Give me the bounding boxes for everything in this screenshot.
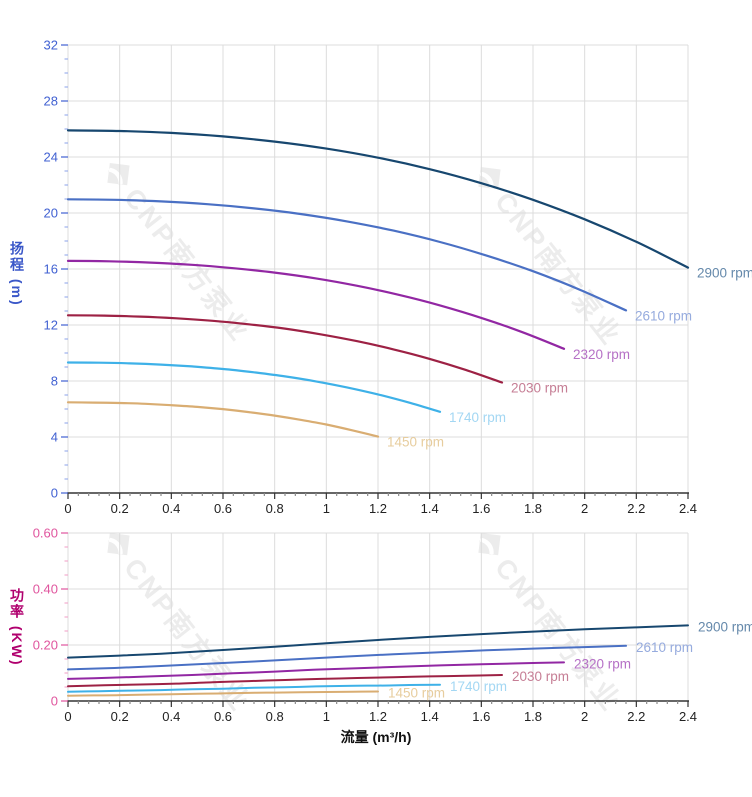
curve-2900-rpm <box>66 129 690 269</box>
power-x-tick-label: 2.2 <box>627 709 645 724</box>
curve-label-1450-rpm: 1450 rpm <box>388 685 445 700</box>
power-y-tick-label: 0.20 <box>33 638 58 653</box>
head-chart: 0 0.2 0.4 0.6 0.8 1 1.2 1.4 1.6 1.8 2 2.2 2.4 0 4 8 12 16… <box>44 38 752 517</box>
power-y-tick-label: 0 <box>51 694 58 709</box>
flow-axis-title: 流量 (m³/h) <box>0 727 752 747</box>
power-x-tick-label: 1.4 <box>421 709 439 724</box>
head-gridlines <box>67 44 689 493</box>
head-y-tick-label: 4 <box>51 430 58 445</box>
power-x-ticks: 0 0.2 0.4 0.6 0.8 1 1.2 1.4 1.6 1.8 2 2.2 2.4 <box>64 701 697 724</box>
curve-label-2030-rpm: 2030 rpm <box>511 381 568 396</box>
head-x-tick-label: 1.2 <box>369 501 387 516</box>
head-x-tick-label: 1 <box>323 501 330 516</box>
head-x-ticks: 0 0.2 0.4 0.6 0.8 1 1.2 1.4 1.6 1.8 2 2.2 2.4 <box>64 493 697 516</box>
curve-2900-rpm <box>67 624 689 659</box>
head-axis-title: 扬程 (m) <box>9 241 25 307</box>
power-y-tick-label: 0.60 <box>33 526 58 541</box>
power-x-tick-label: 0 <box>64 709 71 724</box>
curve-2610-rpm <box>67 644 627 671</box>
head-x-tick-label: 0.2 <box>111 501 129 516</box>
curve-1450-rpm <box>66 401 380 438</box>
curve-label-2320-rpm: 2320 rpm <box>573 347 630 362</box>
head-x-tick-label: 0.4 <box>162 501 180 516</box>
head-x-tick-label: 0 <box>64 501 71 516</box>
head-x-tick-label: 2.4 <box>679 501 697 516</box>
curve-1740-rpm <box>67 683 441 693</box>
head-y-tick-label: 0 <box>51 486 58 501</box>
curve-label-1740-rpm: 1740 rpm <box>450 679 507 694</box>
curve-label-2610-rpm: 2610 rpm <box>636 640 693 655</box>
head-y-tick-label: 24 <box>44 150 58 165</box>
power-x-tick-label: 0.2 <box>111 709 129 724</box>
head-x-tick-label: 2.2 <box>627 501 645 516</box>
power-x-tick-label: 2 <box>581 709 588 724</box>
power-x-tick-label: 1.2 <box>369 709 387 724</box>
curve-2030-rpm <box>67 674 503 688</box>
curve-label-2030-rpm: 2030 rpm <box>512 669 569 684</box>
curve-label-1740-rpm: 1740 rpm <box>449 410 506 425</box>
head-y-tick-label: 28 <box>44 94 58 109</box>
curve-label-2900-rpm: 2900 rpm <box>698 619 752 634</box>
head-x-tick-label: 2 <box>581 501 588 516</box>
head-x-tick-label: 0.8 <box>266 501 284 516</box>
curve-1450-rpm <box>67 690 379 697</box>
curve-1740-rpm <box>66 361 442 413</box>
head-axis-title-text: 扬程 (m) <box>9 241 25 307</box>
head-y-ticks: 0 4 8 12 16 20 24 28 32 <box>44 38 68 501</box>
power-axis-title-text: 功率 (KW) <box>9 588 25 667</box>
head-x-tick-label: 1.4 <box>421 501 439 516</box>
power-chart: 0 0.2 0.4 0.6 0.8 1 1.2 1.4 1.6 1.8 2 2.2 2.4 0 0.20 0.… <box>33 526 752 725</box>
flow-axis-title-text: 流量 (m³/h) <box>340 729 412 745</box>
curve-label-2610-rpm: 2610 rpm <box>635 308 692 323</box>
head-y-tick-label: 32 <box>44 38 58 53</box>
curve-label-2900-rpm: 2900 rpm <box>697 266 752 281</box>
power-x-tick-label: 0.8 <box>266 709 284 724</box>
power-x-tick-label: 0.6 <box>214 709 232 724</box>
power-x-tick-label: 0.4 <box>162 709 180 724</box>
curve-2030-rpm <box>66 314 504 384</box>
curve-label-1450-rpm: 1450 rpm <box>387 435 444 450</box>
curve-2610-rpm <box>66 198 628 312</box>
head-x-tick-label: 1.6 <box>472 501 490 516</box>
power-y-ticks: 0 0.20 0.40 0.60 <box>33 526 68 709</box>
curve-2320-rpm <box>67 661 565 680</box>
head-y-tick-label: 20 <box>44 206 58 221</box>
head-y-tick-label: 16 <box>44 262 58 277</box>
curve-2320-rpm <box>66 259 566 350</box>
head-y-tick-label: 8 <box>51 374 58 389</box>
power-x-tick-label: 1.6 <box>472 709 490 724</box>
power-x-tick-label: 1.8 <box>524 709 542 724</box>
curve-label-2320-rpm: 2320 rpm <box>574 656 631 671</box>
head-x-tick-label: 0.6 <box>214 501 232 516</box>
power-y-tick-label: 0.40 <box>33 582 58 597</box>
power-axis-title: 功率 (KW) <box>9 588 25 667</box>
power-x-tick-label: 2.4 <box>679 709 697 724</box>
head-y-tick-label: 12 <box>44 318 58 333</box>
power-x-tick-label: 1 <box>323 709 330 724</box>
head-x-tick-label: 1.8 <box>524 501 542 516</box>
